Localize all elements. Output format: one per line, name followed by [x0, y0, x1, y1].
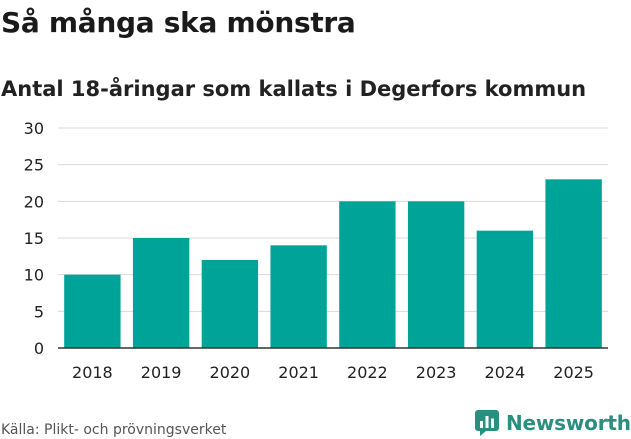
newsworthy-logo-icon	[475, 410, 499, 436]
bar-2021	[270, 245, 327, 348]
x-tick-label: 2021	[278, 363, 319, 382]
bar-2018	[64, 274, 121, 348]
x-tick-label: 2019	[141, 363, 182, 382]
bar-2019	[132, 238, 190, 348]
brand-name: Newsworthy	[506, 411, 631, 435]
y-tick-label: 25	[24, 156, 44, 175]
bar-2022	[339, 201, 396, 348]
x-tick-label: 2022	[347, 363, 388, 382]
source-note: Källa: Plikt- och prövningsverket	[1, 422, 227, 438]
x-tick-label: 2023	[416, 363, 457, 382]
y-tick-label: 15	[24, 229, 44, 248]
y-tick-label: 10	[24, 266, 44, 285]
y-tick-label: 5	[34, 302, 44, 321]
chart-title: Så många ska mönstra	[1, 6, 356, 39]
bar-2024	[476, 230, 534, 348]
chart-subtitle: Antal 18-åringar som kallats i Degerfors…	[1, 77, 587, 101]
x-tick-label: 2020	[210, 363, 251, 382]
y-tick-label: 20	[24, 192, 44, 211]
bar-2020	[201, 260, 259, 348]
bar-2023	[407, 201, 465, 348]
x-tick-label: 2018	[72, 363, 113, 382]
bar-2025	[545, 179, 602, 348]
y-tick-label: 0	[34, 339, 44, 358]
brand-logo: Newsworthy	[474, 408, 631, 438]
x-tick-label: 2025	[553, 363, 594, 382]
y-tick-label: 30	[24, 119, 44, 138]
x-tick-label: 2024	[485, 363, 526, 382]
